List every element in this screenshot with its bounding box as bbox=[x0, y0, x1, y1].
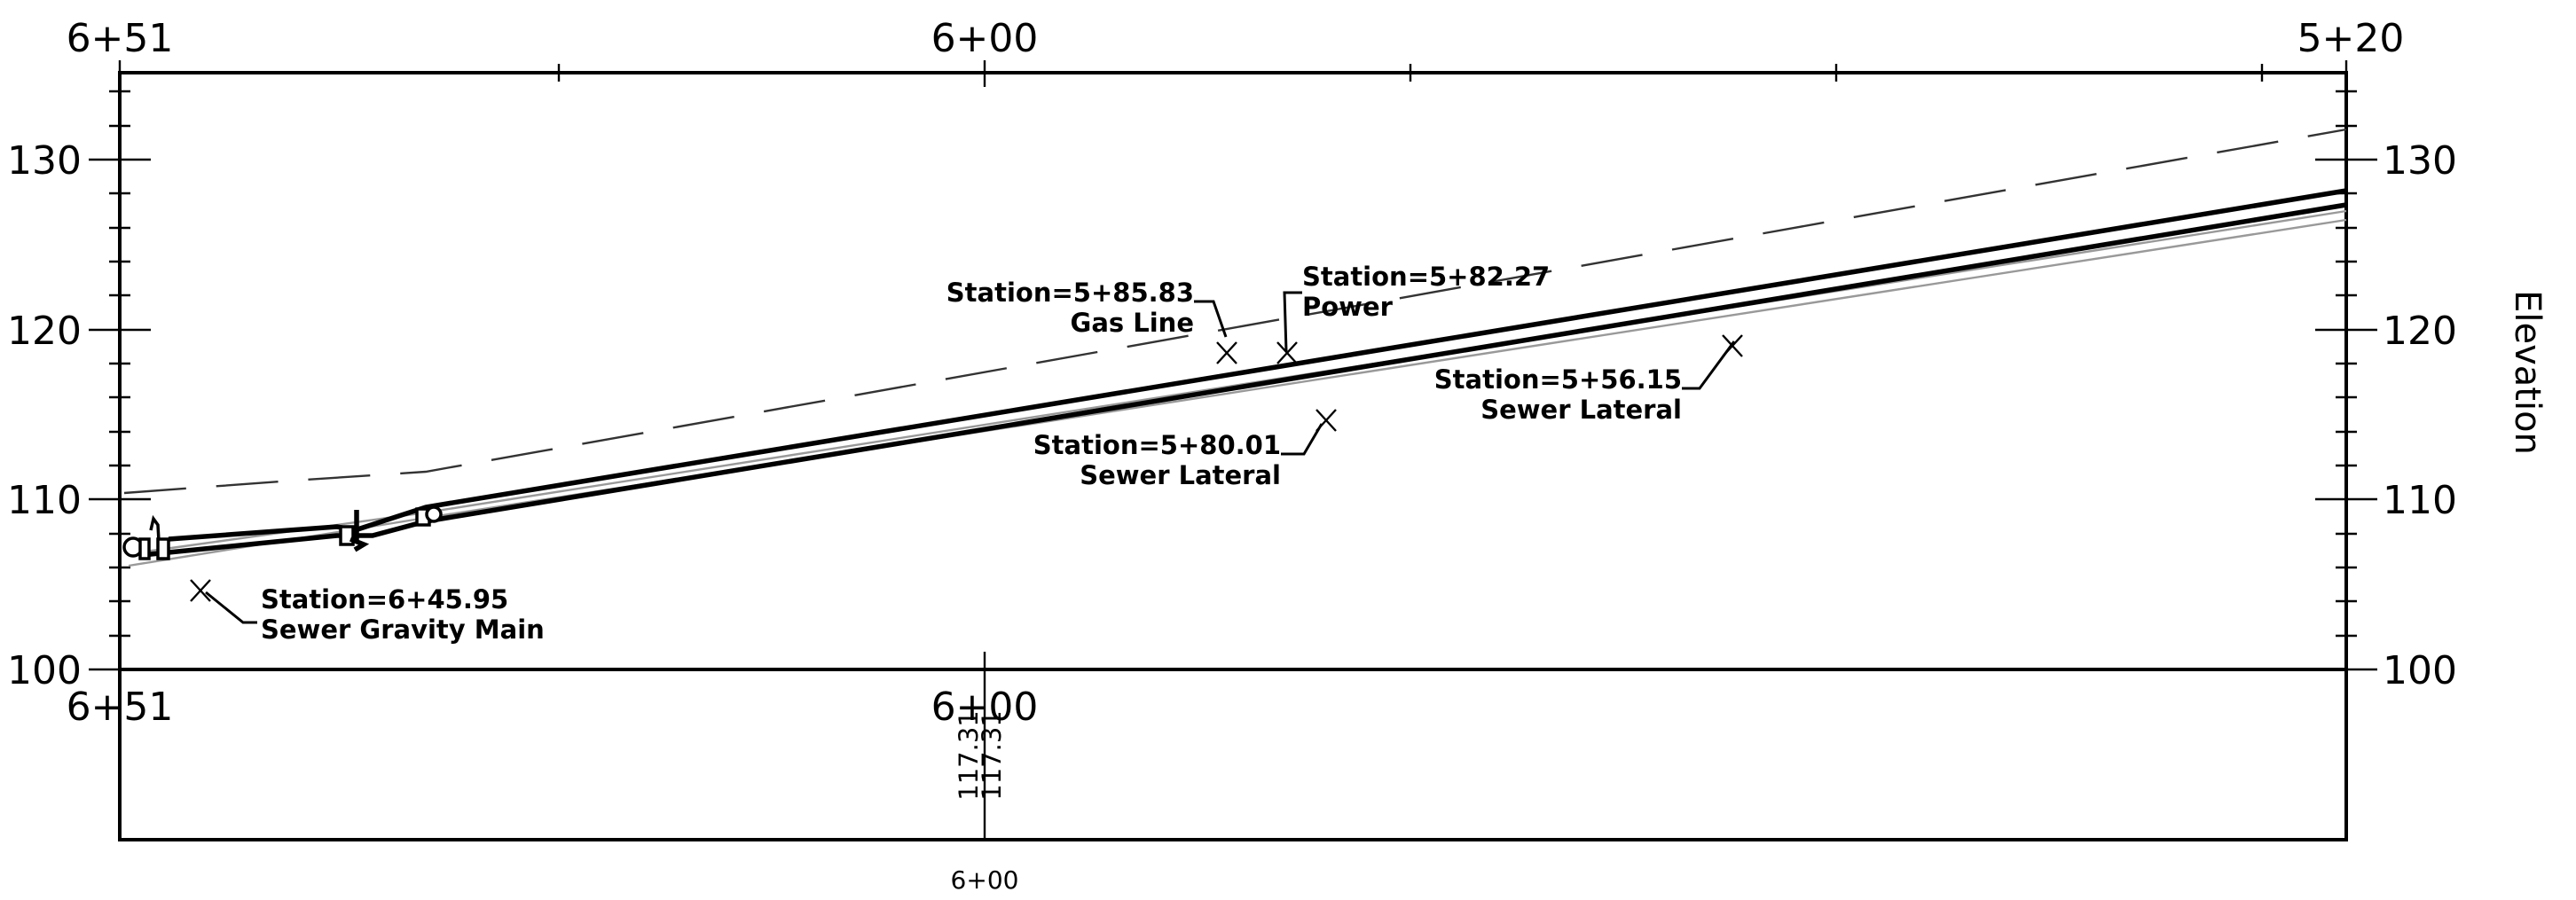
elev-left-130: 130 bbox=[7, 138, 82, 184]
callout-leaders bbox=[205, 291, 1736, 624]
gas-line-name: Gas Line bbox=[1071, 308, 1194, 338]
axis-title-elevation: Elevation bbox=[2507, 290, 2548, 455]
power-name: Power bbox=[1302, 292, 1394, 322]
sewer-lateral-2-station: Station=5+56.15 bbox=[1434, 364, 1682, 395]
elev-left-110: 110 bbox=[7, 478, 82, 523]
right-elevation-ticks bbox=[2315, 90, 2377, 671]
sewer-lateral-1-station: Station=5+80.01 bbox=[1033, 430, 1281, 460]
data-band-frame bbox=[118, 668, 2348, 841]
profile-frame bbox=[118, 71, 2348, 671]
callout-gas-line: Station=5+85.83 Gas Line bbox=[946, 278, 1194, 338]
band-value-right: 117.31 bbox=[977, 710, 1007, 800]
band-value-left: 117.31 bbox=[954, 710, 984, 800]
sewer-lateral-1-name: Sewer Lateral bbox=[1080, 460, 1281, 490]
elev-right-130: 130 bbox=[2383, 138, 2457, 184]
elev-right-100: 100 bbox=[2383, 648, 2457, 693]
elev-left-100: 100 bbox=[7, 648, 82, 693]
top-station-ticks bbox=[118, 60, 2348, 87]
pipe-fittings bbox=[122, 505, 443, 560]
power-station: Station=5+82.27 bbox=[1302, 262, 1550, 292]
gas-line-station: Station=5+85.83 bbox=[946, 278, 1194, 308]
elev-right-120: 120 bbox=[2383, 309, 2457, 354]
band-station-left: 6+51 bbox=[67, 685, 174, 730]
callout-sewer-lateral-1: Station=5+80.01 Sewer Lateral bbox=[1033, 430, 1281, 490]
bottom-station-label: 6+00 bbox=[951, 865, 1019, 895]
existing-ground-line bbox=[123, 128, 2347, 495]
elev-left-120: 120 bbox=[7, 309, 82, 354]
pipe-bottom-line bbox=[141, 202, 2347, 558]
callout-sewer-lateral-2: Station=5+56.15 Sewer Lateral bbox=[1434, 364, 1682, 425]
sewer-main-name: Sewer Gravity Main bbox=[261, 614, 545, 645]
top-station-left: 6+51 bbox=[67, 16, 174, 61]
top-station-right: 5+20 bbox=[2297, 16, 2405, 61]
sewer-main-station: Station=6+45.95 bbox=[261, 584, 508, 614]
sewer-lateral-2-name: Sewer Lateral bbox=[1480, 395, 1682, 425]
callout-power: Station=5+82.27 Power bbox=[1302, 262, 1550, 322]
top-station-center: 6+00 bbox=[931, 16, 1039, 61]
left-elevation-ticks bbox=[89, 90, 151, 671]
band-station-center: 6+00 bbox=[931, 685, 1039, 730]
callout-sewer-main: Station=6+45.95 Sewer Gravity Main bbox=[261, 584, 545, 645]
elev-right-110: 110 bbox=[2383, 478, 2457, 523]
